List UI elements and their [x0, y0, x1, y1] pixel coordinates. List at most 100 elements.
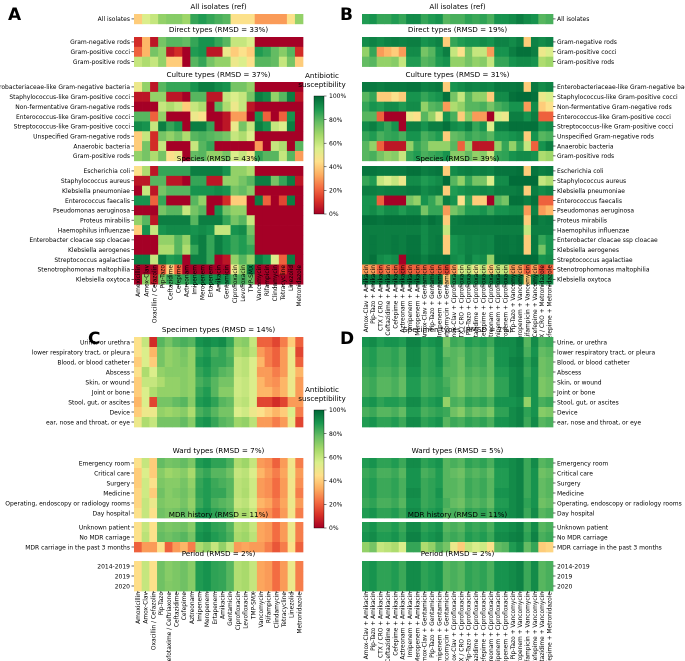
heatmap-cell — [180, 377, 189, 388]
heatmap-cell — [134, 508, 143, 519]
heatmap-cell — [486, 121, 495, 132]
heatmap-cell — [226, 561, 235, 572]
heatmap-cell — [516, 347, 524, 358]
heatmap-cell — [190, 82, 199, 93]
row-label: 2019 — [557, 573, 572, 580]
heatmap-cell — [264, 357, 273, 368]
heatmap-cell — [479, 234, 488, 246]
heatmap-cell — [149, 581, 158, 592]
heatmap-cell — [428, 387, 436, 398]
heatmap-cell — [523, 387, 532, 398]
heatmap-cell — [222, 215, 231, 226]
heatmap-cell — [457, 522, 466, 533]
row-label: Gram-positive rods — [557, 153, 614, 160]
heatmap-cell — [508, 387, 517, 398]
heatmap-cell — [508, 561, 517, 572]
heatmap-cell — [479, 121, 488, 132]
heatmap-cell — [198, 264, 207, 275]
heatmap-cell — [530, 101, 539, 112]
heatmap-cell — [262, 195, 272, 206]
column-label: Metronidazole — [297, 265, 303, 307]
heatmap-cell — [270, 150, 280, 162]
heatmap-cell — [279, 478, 288, 489]
column-label: Cefepime + Ciprofloxacin — [481, 265, 487, 340]
column-label: Cefepime + Vancomycin — [533, 265, 539, 338]
heatmap-cell — [545, 468, 554, 479]
heatmap-cell — [406, 542, 414, 553]
group-title: Species (RMSD = 39%) — [416, 154, 500, 163]
heatmap-cell — [457, 46, 466, 58]
column-label: Imipenem + Amikacin — [408, 592, 414, 657]
heatmap-cell — [398, 581, 407, 592]
heatmap-cell — [442, 532, 451, 543]
heatmap-cell — [294, 82, 304, 93]
heatmap-cell — [545, 264, 554, 275]
heatmap-cell — [384, 244, 392, 255]
heatmap-cell — [464, 195, 473, 206]
heatmap-cell — [180, 357, 189, 368]
heatmap-cell — [214, 82, 223, 93]
heatmap-cell — [457, 274, 466, 285]
heatmap-cell — [180, 508, 189, 519]
heatmap-cell — [230, 56, 239, 67]
heatmap-cell — [238, 175, 248, 187]
heatmap-cell — [516, 111, 524, 122]
heatmap-cell — [442, 478, 451, 489]
heatmap-cell — [157, 488, 166, 499]
heatmap-cell — [233, 387, 242, 398]
heatmap-cell — [210, 347, 219, 358]
heatmap-cell — [516, 141, 524, 152]
heatmap-cell — [270, 14, 280, 25]
heatmap-cell — [494, 458, 502, 469]
heatmap-cell — [206, 166, 215, 177]
row-label: Unspecified Gram-negative rods — [557, 133, 654, 140]
heatmap-cell — [164, 532, 173, 543]
heatmap-cell — [494, 508, 502, 519]
heatmap-cell — [486, 14, 495, 25]
heatmap-cell — [158, 150, 167, 162]
heatmap-cell — [180, 561, 189, 572]
heatmap-cell — [516, 397, 524, 408]
column-label: Imipenem + Gentamicin — [437, 592, 443, 661]
heatmap-cell — [442, 121, 451, 132]
heatmap-cell — [272, 561, 281, 572]
row-label: All isolates — [98, 16, 130, 23]
column-label: Pip-Tazo + Ciprofloxacin — [467, 592, 473, 661]
row-label: 2020 — [557, 583, 572, 590]
heatmap-cell — [141, 337, 150, 348]
heatmap-cell — [249, 542, 258, 553]
heatmap-cell — [545, 478, 554, 489]
heatmap-cell — [486, 387, 495, 398]
heatmap-cell — [523, 185, 532, 196]
heatmap-cell — [457, 234, 466, 246]
heatmap-cell — [457, 397, 466, 408]
heatmap-cell — [376, 458, 385, 469]
heatmap-cell — [134, 274, 143, 285]
heatmap-cell — [272, 522, 281, 533]
heatmap-cell — [254, 185, 264, 196]
heatmap-cell — [391, 195, 400, 206]
heatmap-cell — [545, 561, 554, 572]
heatmap-cell — [457, 571, 466, 582]
heatmap-cell — [501, 225, 510, 236]
heatmap-cell — [516, 522, 524, 533]
heatmap-cell — [369, 111, 378, 122]
heatmap-cell — [279, 581, 288, 592]
heatmap-cell — [442, 82, 451, 93]
heatmap-cell — [406, 357, 414, 368]
heatmap-cell — [523, 56, 532, 67]
heatmap-cell — [508, 175, 517, 187]
row-label: Staphylococcus aureus — [557, 178, 626, 185]
heatmap-cell — [545, 91, 554, 103]
heatmap-cell — [538, 141, 547, 152]
heatmap-cell — [501, 337, 510, 348]
heatmap-cell — [142, 195, 151, 206]
heatmap-cell — [435, 82, 444, 93]
heatmap-cell — [516, 377, 524, 388]
heatmap-cell — [272, 337, 281, 348]
heatmap-cell — [230, 46, 239, 58]
heatmap-cell — [464, 91, 473, 103]
heatmap-cell — [501, 101, 510, 112]
heatmap-cell — [464, 561, 473, 572]
heatmap-cell — [376, 215, 385, 226]
